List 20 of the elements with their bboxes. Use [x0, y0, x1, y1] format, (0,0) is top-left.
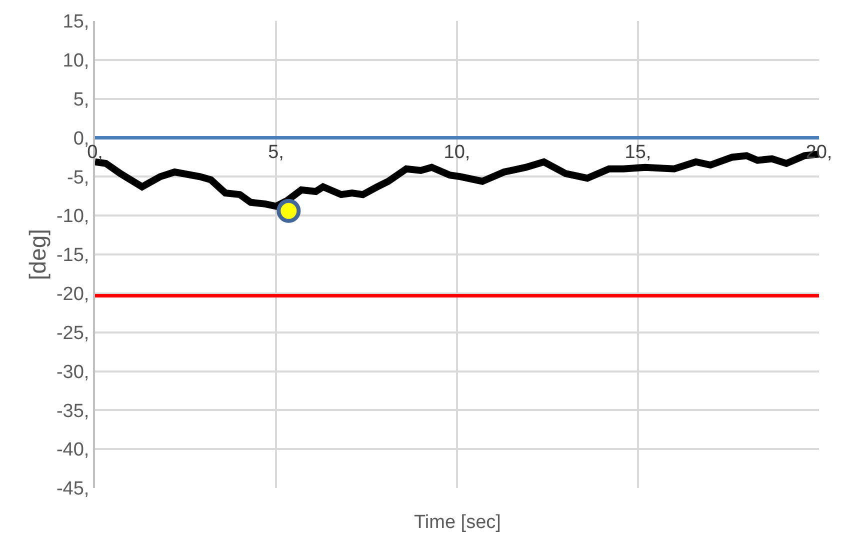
- y-tick-label: -40,: [56, 440, 90, 461]
- y-tick-label: -25,: [56, 322, 90, 344]
- y-tick-label: -10,: [56, 206, 90, 228]
- x-tick-label: 20,: [806, 142, 832, 163]
- y-axis-title: [deg]: [24, 228, 50, 280]
- y-tick-label: -30,: [56, 362, 90, 383]
- y-tick-label: 15,: [62, 12, 90, 33]
- y-tick-label: 10,: [62, 50, 90, 72]
- y-tick-label: 0,: [73, 128, 90, 150]
- x-tick-label: 0,: [87, 142, 103, 163]
- x-tick-label: 15,: [624, 142, 652, 163]
- y-tick-label: -45,: [56, 478, 90, 500]
- y-tick-label: -35,: [56, 400, 90, 422]
- y-tick-label: -5,: [67, 167, 90, 188]
- x-tick-label: 5,: [268, 142, 284, 163]
- x-tick-label: 10,: [444, 142, 470, 163]
- y-tick-label: -15,: [56, 245, 90, 266]
- y-tick-label: -20,: [56, 284, 90, 306]
- y-tick-label: 5,: [73, 89, 90, 110]
- x-axis-title: Time [sec]: [414, 512, 501, 533]
